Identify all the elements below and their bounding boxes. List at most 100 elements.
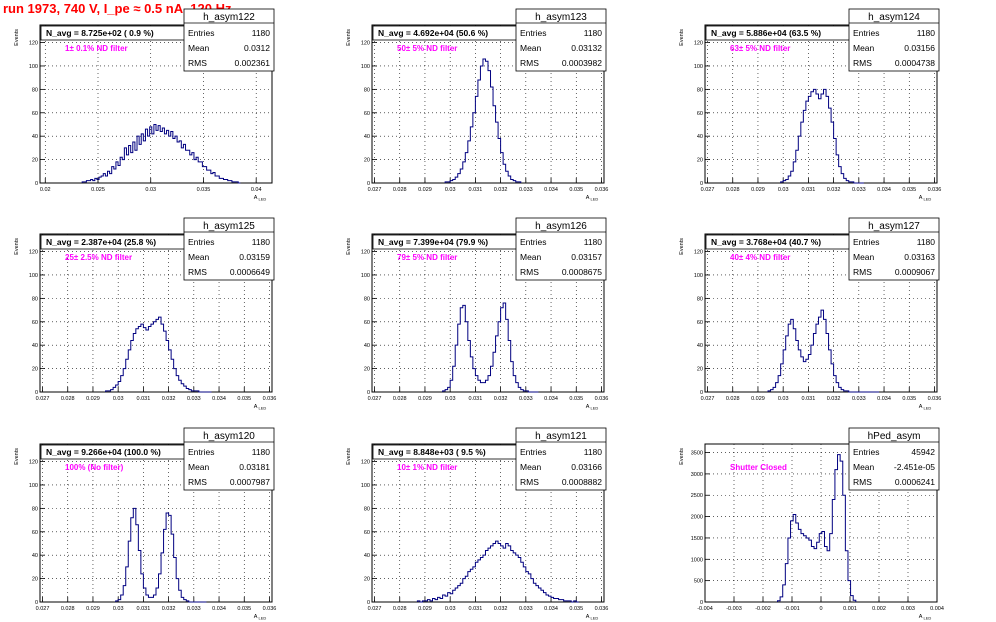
annotation-text: 10± 1% ND filter xyxy=(397,463,457,472)
y-axis-title: Events xyxy=(14,29,20,46)
x-tick-label: 0.033 xyxy=(519,606,533,612)
stats-label: RMS xyxy=(520,267,539,277)
stats-frame xyxy=(183,427,275,491)
x-tick-label: 0.02 xyxy=(40,187,51,193)
panel-h_asym120: 0.027 0.028 0.029 0.03 0.031 0.032 0.033 0.034 0… xyxy=(14,427,277,621)
x-tick-label: 0.03 xyxy=(445,606,456,612)
x-tick-label: 0.036 xyxy=(595,396,609,402)
y-axis-title: Events xyxy=(346,238,352,255)
stats-label: Entries xyxy=(520,447,546,457)
x-tick-label: 0.032 xyxy=(494,187,508,193)
x-tick-label: 0.029 xyxy=(418,187,432,193)
y-tick-label: 60 xyxy=(32,111,38,117)
stats-label: RMS xyxy=(853,267,872,277)
y-tick-label: 20 xyxy=(32,367,38,373)
x-tick-label: 0.028 xyxy=(61,606,75,612)
x-axis-title: A LED xyxy=(254,614,267,621)
stats-label: Entries xyxy=(853,447,879,457)
stats-label: Mean xyxy=(188,462,210,472)
annotation-text: 79± 5% ND filter xyxy=(397,253,457,262)
x-tick-label: 0.03 xyxy=(445,187,456,193)
stats-label: Entries xyxy=(188,28,214,38)
stats-frame xyxy=(515,8,607,72)
x-tick-label: 0.03 xyxy=(113,606,124,612)
y-tick-label: 120 xyxy=(361,250,370,256)
stats-box: h_asym123 Entries 1180 Mean 0.03132 RMS 0.0003… xyxy=(515,8,607,72)
x-tick-label: 0.032 xyxy=(162,606,176,612)
y-tick-label: 120 xyxy=(29,41,38,47)
x-tick-label: 0.031 xyxy=(802,187,816,193)
stats-value: 0.0312 xyxy=(244,43,270,53)
stats-value: 0.002361 xyxy=(235,58,271,68)
x-tick-label: 0.035 xyxy=(237,396,251,402)
x-tick-label: 0.027 xyxy=(36,606,50,612)
y-tick-label: 0 xyxy=(367,390,370,396)
y-tick-label: 60 xyxy=(364,530,370,536)
y-axis-title: Events xyxy=(679,448,685,465)
x-tick-label: 0.03 xyxy=(445,396,456,402)
y-axis-title: Events xyxy=(14,448,20,465)
stats-value: 0.03157 xyxy=(571,252,602,262)
x-tick-label: 0.028 xyxy=(393,187,407,193)
y-tick-label: 40 xyxy=(697,343,703,349)
stats-value: 1180 xyxy=(252,28,271,38)
stats-frame xyxy=(183,217,275,281)
stats-label: Mean xyxy=(853,252,875,262)
y-axis-title: Events xyxy=(679,238,685,255)
x-tick-label: 0.036 xyxy=(263,606,277,612)
stats-box: h_asym127 Entries 1180 Mean 0.03163 RMS 0.0009… xyxy=(848,217,940,281)
stats-label: Mean xyxy=(520,43,542,53)
stats-label: RMS xyxy=(188,58,207,68)
title-text: N_avg = 8.848e+03 ( 9.5 %) xyxy=(378,447,486,457)
x-tick-label: 0.03 xyxy=(778,396,789,402)
y-tick-label: 60 xyxy=(697,320,703,326)
stats-box: h_asym124 Entries 1180 Mean 0.03156 RMS 0.0004… xyxy=(848,8,940,72)
stats-label: Mean xyxy=(188,43,210,53)
x-tick-label: -0.001 xyxy=(784,606,800,612)
y-axis-title: Events xyxy=(346,448,352,465)
y-tick-label: 120 xyxy=(29,250,38,256)
x-tick-label: 0.027 xyxy=(368,396,382,402)
y-tick-label: 20 xyxy=(364,367,370,373)
stats-box: h_asym122 Entries 1180 Mean 0.0312 RMS 0.00236… xyxy=(183,8,275,72)
x-tick-label: 0.036 xyxy=(928,187,942,193)
x-tick-label: 0.032 xyxy=(494,606,508,612)
stats-value: 0.03166 xyxy=(571,462,602,472)
annotation-text: 1± 0.1% ND filter xyxy=(65,44,128,53)
histogram-title: N_avg = 5.886e+04 (63.5 %) xyxy=(705,25,883,41)
x-tick-label: 0.034 xyxy=(212,396,226,402)
y-tick-label: 100 xyxy=(361,483,370,489)
x-axis-title: A LED xyxy=(254,404,267,411)
y-tick-label: 20 xyxy=(32,158,38,164)
stats-label: Entries xyxy=(853,237,879,247)
panel-h_asym123: 0.027 0.028 0.029 0.03 0.031 0.032 0.033 0.034 0… xyxy=(346,8,608,202)
x-tick-label: 0.029 xyxy=(751,187,765,193)
x-tick-label: 0.029 xyxy=(86,396,100,402)
y-tick-label: 2000 xyxy=(691,515,703,521)
panel-h_asym125: 0.027 0.028 0.029 0.03 0.031 0.032 0.033 0.034 0… xyxy=(14,217,276,411)
x-tick-label: 0.03 xyxy=(778,187,789,193)
stats-label: RMS xyxy=(188,267,207,277)
stats-frame xyxy=(515,217,607,281)
stats-value: 0.03156 xyxy=(904,43,935,53)
y-tick-label: 40 xyxy=(364,134,370,140)
annotation-text: 40± 4% ND filter xyxy=(730,253,790,262)
y-tick-label: 60 xyxy=(32,320,38,326)
panel-hPed_asym: -0.004 -0.003 -0.002 -0.001 0 0.001 0.002 0.003… xyxy=(679,427,944,621)
histogram-line xyxy=(115,507,207,603)
x-axis-title: A LED xyxy=(919,404,932,411)
y-tick-label: 40 xyxy=(364,343,370,349)
y-tick-label: 1500 xyxy=(691,536,703,542)
x-axis-title: A LED xyxy=(919,195,932,202)
x-tick-label: 0.001 xyxy=(843,606,857,612)
y-tick-label: 120 xyxy=(361,41,370,47)
histogram-line xyxy=(777,454,857,602)
x-tick-label: 0.004 xyxy=(930,606,944,612)
x-tick-label: 0.034 xyxy=(544,396,558,402)
stats-value: 0.0004738 xyxy=(895,58,935,68)
x-tick-label: 0.031 xyxy=(137,606,151,612)
x-tick-label: 0.035 xyxy=(569,396,583,402)
stats-label: Mean xyxy=(520,462,542,472)
run-title: run 1973, 740 V, I_pe ≈ 0.5 nA, 120 Hz xyxy=(3,1,232,16)
histogram-name: h_asym122 xyxy=(203,12,255,23)
